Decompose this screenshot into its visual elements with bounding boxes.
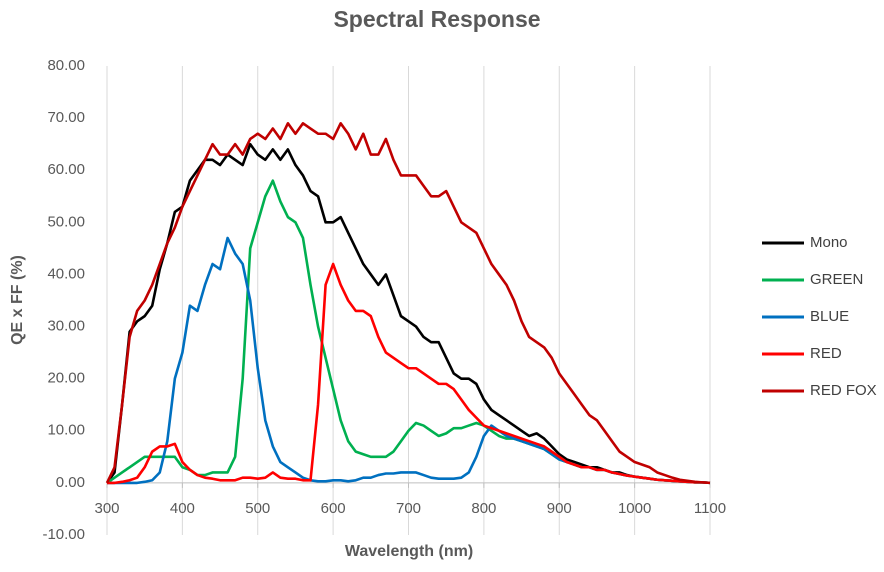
x-tick-label: 700 xyxy=(396,500,421,517)
x-tick-label: 600 xyxy=(321,500,346,517)
y-tick-label: 70.00 xyxy=(47,109,85,126)
x-tick-label: 400 xyxy=(170,500,195,517)
legend-text: GREEN xyxy=(810,271,863,288)
x-tick-label: 900 xyxy=(547,500,572,517)
y-tick-label: 30.00 xyxy=(47,318,85,335)
legend-text: BLUE xyxy=(810,308,849,325)
x-axis-title: Wavelength (nm) xyxy=(345,543,473,560)
x-tick-label: 1100 xyxy=(694,500,726,517)
x-tick-label: 800 xyxy=(471,500,496,517)
legend-text: Mono xyxy=(810,234,848,251)
x-tick-label: 500 xyxy=(245,500,270,517)
y-tick-label: 80.00 xyxy=(47,57,85,74)
y-tick-label: 50.00 xyxy=(47,213,85,230)
series-line xyxy=(107,262,711,485)
x-tick-label: 300 xyxy=(94,500,119,517)
y-axis-title: QE x FF (%) xyxy=(9,255,26,345)
y-tick-label: 10.00 xyxy=(47,422,85,439)
legend-text: RED xyxy=(810,345,842,362)
y-tick-label: 60.00 xyxy=(47,161,85,178)
y-tick-label: 0.00 xyxy=(56,474,85,491)
legend-text: RED FOX xyxy=(810,382,877,399)
y-tick-label: -10.00 xyxy=(42,526,85,543)
y-tick-label: 20.00 xyxy=(47,370,85,387)
y-tick-label: 40.00 xyxy=(47,265,85,282)
x-tick-label: 1000 xyxy=(618,500,651,517)
series-line xyxy=(105,122,711,485)
chart-title: Spectral Response xyxy=(333,6,540,32)
